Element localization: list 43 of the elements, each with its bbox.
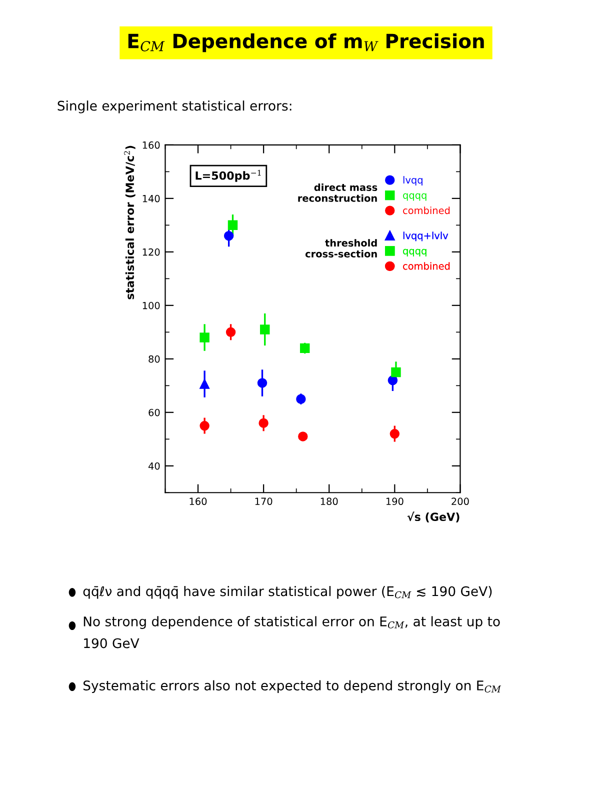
point bbox=[388, 375, 398, 386]
point bbox=[257, 378, 268, 388]
point bbox=[300, 343, 310, 354]
text: qq̄ℓν and qq̄qq̄ have similar statistical power (E$_{CM}$ ≲ 190 GeV) bbox=[83, 586, 492, 599]
annotation: L=500pb$^{−1}$ bbox=[196, 170, 261, 182]
x-tick-label: 170 bbox=[255, 498, 272, 506]
annotation: direct mass reconstruction bbox=[298, 183, 378, 202]
y-tick-label: 60 bbox=[148, 408, 160, 416]
y-tick-label: 40 bbox=[148, 462, 160, 470]
point bbox=[391, 367, 401, 378]
legend-label: lvqq bbox=[403, 176, 422, 186]
point bbox=[258, 418, 268, 428]
point bbox=[228, 220, 238, 230]
point bbox=[296, 394, 306, 404]
chart-subtitle: Single experiment statistical errors: bbox=[58, 100, 292, 114]
x-tick-label: 200 bbox=[452, 498, 469, 506]
point bbox=[200, 420, 210, 431]
y-tick-label: 80 bbox=[148, 355, 160, 363]
text: Systematic errors also not expected to depend strongly on E$_{CM}$ bbox=[83, 680, 502, 694]
legend-label: combined bbox=[403, 262, 450, 270]
x-tick-label: 180 bbox=[320, 498, 338, 506]
y-tick-label: 100 bbox=[142, 302, 160, 310]
legend-label: combined bbox=[403, 206, 450, 214]
chart-title: E$_{CM}$ Dependence of m$_{W}$ Precision bbox=[128, 33, 484, 52]
point bbox=[200, 332, 210, 342]
y-tick-label: 140 bbox=[142, 194, 160, 202]
x-tick-label: 190 bbox=[386, 498, 404, 506]
y-axis-title: statistical error (MeV/c$^{2}$) bbox=[124, 146, 136, 300]
annotation: threshold cross-section bbox=[305, 239, 377, 258]
x-axis-title: √s (GeV) bbox=[407, 512, 460, 522]
y-tick-label: 160 bbox=[142, 141, 160, 149]
x-tick-label: 160 bbox=[190, 498, 207, 506]
point bbox=[298, 432, 308, 442]
point bbox=[200, 379, 210, 389]
point bbox=[224, 231, 234, 241]
point bbox=[260, 324, 270, 334]
text: No strong dependence of statistical error on E$_{CM}$, at least up to 190 GeV bbox=[84, 616, 500, 648]
point bbox=[390, 428, 400, 439]
legend-label: lvqq+lvlv bbox=[403, 232, 448, 242]
legend-label: qqqq bbox=[403, 193, 426, 201]
point bbox=[226, 327, 236, 338]
legend-label: qqqq bbox=[403, 248, 426, 256]
y-tick-label: 120 bbox=[142, 248, 160, 256]
